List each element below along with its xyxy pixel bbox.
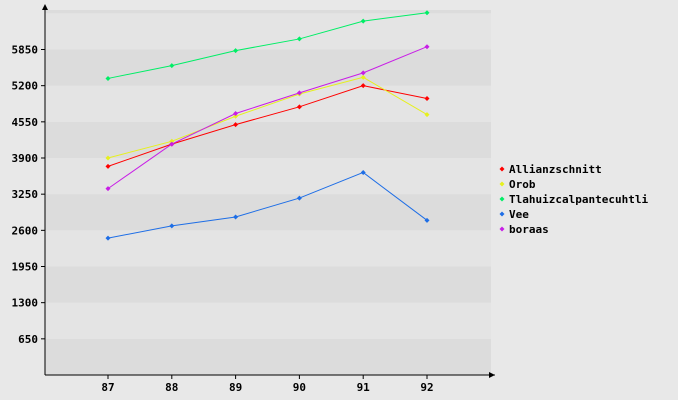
grid-band (45, 13, 491, 50)
grid-band (45, 49, 491, 86)
data-point (105, 155, 111, 161)
data-point (424, 44, 430, 50)
data-point (424, 112, 430, 118)
legend: Allianzschnitt Orob Tlahuizcalpantecuhtli V… (499, 163, 648, 236)
legend-label: boraas (509, 223, 549, 236)
data-point (169, 138, 175, 144)
data-point (105, 163, 111, 169)
legend-marker (499, 196, 505, 202)
y-axis-arrow (42, 4, 48, 10)
x-axis-ticks: 87 88 89 90 91 92 (101, 375, 434, 394)
y-tick-label: 4550 (12, 116, 39, 129)
y-tick-label: 3900 (12, 152, 39, 165)
y-tick-label: 2600 (12, 224, 39, 237)
data-point (233, 48, 239, 54)
y-tick-label: 650 (18, 333, 38, 346)
data-point (360, 18, 366, 24)
data-point (105, 186, 111, 192)
series-vee (105, 169, 430, 241)
data-point (424, 10, 430, 16)
grid-band (45, 121, 491, 159)
y-tick-label: 1300 (12, 297, 39, 310)
data-point (233, 113, 239, 119)
data-point (360, 74, 366, 80)
axes (42, 4, 495, 378)
x-tick-label: 92 (420, 381, 433, 394)
x-tick-label: 89 (229, 381, 242, 394)
grid-band (45, 338, 491, 375)
data-point (424, 95, 430, 101)
data-point (233, 110, 239, 116)
legend-label: Orob (509, 178, 536, 191)
series-line (107, 12, 428, 79)
grid-band (45, 85, 491, 122)
grid-band (45, 158, 491, 195)
data-point (169, 63, 175, 69)
data-point (169, 223, 175, 229)
legend-item: Tlahuizcalpantecuhtli (499, 193, 648, 206)
plot-background (45, 10, 491, 375)
grid-band (45, 302, 491, 339)
x-tick-label: 87 (101, 381, 114, 394)
legend-item: boraas (499, 223, 549, 236)
legend-item: Orob (499, 178, 536, 191)
y-tick-label: 5850 (12, 44, 39, 57)
data-point (233, 214, 239, 220)
x-tick-label: 90 (293, 381, 306, 394)
series-line (107, 46, 428, 190)
legend-item: Allianzschnitt (499, 163, 602, 176)
grid-band (45, 10, 491, 14)
x-axis-arrow (489, 372, 495, 378)
data-point (296, 104, 302, 110)
legend-marker (499, 181, 505, 187)
legend-label: Tlahuizcalpantecuhtli (509, 193, 648, 206)
legend-item: Vee (499, 208, 529, 221)
data-point (360, 169, 366, 175)
legend-label: Vee (509, 208, 529, 221)
series-boraas (105, 44, 430, 192)
legend-marker (499, 226, 505, 232)
series-tlahuizcalpantecuhtli (105, 10, 430, 81)
data-point (360, 70, 366, 76)
x-tick-label: 91 (357, 381, 371, 394)
data-point (233, 122, 239, 128)
data-point (105, 235, 111, 241)
series-lines (105, 10, 430, 241)
grid-band (45, 194, 491, 231)
data-point (296, 90, 302, 96)
y-tick-label: 3250 (12, 188, 39, 201)
data-point (169, 141, 175, 147)
series-line (107, 85, 428, 167)
series-line (107, 171, 428, 239)
y-tick-label: 5200 (12, 80, 39, 93)
x-tick-label: 88 (165, 381, 178, 394)
legend-marker (499, 211, 505, 217)
legend-marker (499, 166, 505, 172)
y-axis-ticks: 650 1300 1950 2600 3250 3900 4550 5200 5850 (12, 44, 45, 346)
grid-band (45, 230, 491, 267)
grid-band (45, 266, 491, 303)
legend-label: Allianzschnitt (509, 163, 602, 176)
series-line (107, 76, 428, 159)
data-point (360, 83, 366, 89)
data-point (296, 36, 302, 42)
data-point (105, 75, 111, 81)
data-point (424, 217, 430, 223)
data-point (296, 195, 302, 201)
y-tick-label: 1950 (12, 261, 39, 274)
